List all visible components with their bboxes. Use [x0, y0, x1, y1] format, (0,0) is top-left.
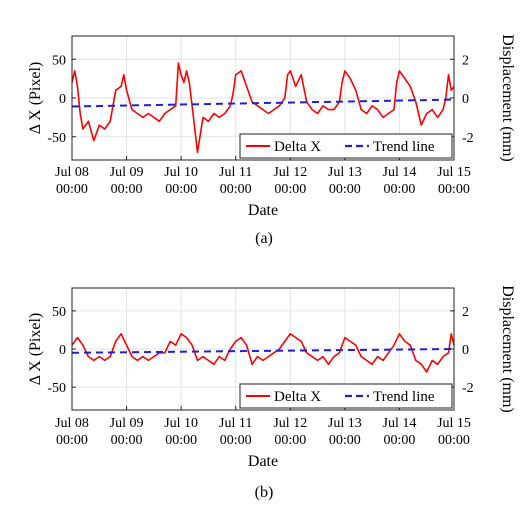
x-tick-label-line: Jul 14	[383, 416, 417, 431]
x-tick-label-line: 00:00	[220, 182, 252, 197]
x-tick-label: Jul 09 00:00	[110, 165, 144, 197]
legend-box	[239, 383, 453, 409]
x-axis-label: Date	[248, 453, 278, 470]
y-axis-label-right: Displacement (mm)	[499, 34, 516, 162]
x-tick-label: Jul 12 00:00	[273, 165, 307, 197]
y-tick-label-left: -50	[47, 131, 66, 146]
x-tick-label-line: Jul 12	[273, 165, 307, 180]
x-tick-label-line: Jul 08	[55, 165, 89, 180]
delta-x-series	[71, 62, 455, 154]
y-tick-label-left: 0	[59, 92, 66, 107]
x-tick-label: Jul 10 00:00	[164, 165, 198, 197]
x-tick-label-line: Jul 10	[164, 416, 198, 431]
x-tick-label-line: 00:00	[56, 433, 88, 448]
y-tick-label-right: 0	[462, 343, 469, 358]
x-tick-label-line: Jul 14	[383, 165, 417, 180]
y-axis-label-left: Δ X (Pixel)	[27, 62, 44, 135]
y-tick-label-left: -50	[47, 381, 66, 396]
legend: Delta X Trend line	[239, 383, 453, 409]
y-tick-label-right: 0	[462, 92, 469, 107]
x-axis-label: Date	[248, 202, 278, 219]
legend: Delta X Trend line	[239, 133, 453, 159]
x-tick-label: Jul 08 00:00	[55, 416, 89, 448]
x-tick-label-line: Jul 08	[55, 416, 89, 431]
x-tick-label: Jul 11 00:00	[219, 416, 252, 448]
x-tick-label-line: 00:00	[111, 182, 143, 197]
x-tick-label: Jul 15 00:00	[437, 416, 471, 448]
x-tick-label-line: 00:00	[56, 182, 88, 197]
chart-panel-b: -50 0 50 -2 0 2 Jul 08 00:00 Jul 09 00:00 Jul 10 00…	[27, 285, 516, 501]
x-tick-label: Jul 10 00:00	[164, 416, 198, 448]
x-tick-label-line: 00:00	[438, 433, 470, 448]
y-tick-label-right: -2	[462, 381, 474, 396]
x-tick-label-line: Jul 12	[273, 416, 307, 431]
y-tick-label-left: 50	[52, 53, 66, 68]
x-tick-label-line: Jul 09	[110, 416, 144, 431]
panel-caption: (a)	[255, 230, 273, 247]
x-tick-label-line: Jul 15	[437, 165, 471, 180]
x-tick-label-line: Jul 09	[110, 165, 144, 180]
delta-x-series	[71, 332, 455, 373]
y-tick-label-right: -2	[462, 131, 474, 146]
x-tick-label: Jul 13 00:00	[328, 416, 362, 448]
x-tick-label-line: 00:00	[329, 433, 361, 448]
x-tick-label: Jul 13 00:00	[328, 165, 362, 197]
y-tick-label-right: 2	[462, 305, 469, 320]
x-tick-label-line: 00:00	[274, 182, 306, 197]
x-tick-label-line: 00:00	[438, 182, 470, 197]
x-tick-label: Jul 12 00:00	[273, 416, 307, 448]
x-tick-label-line: 00:00	[220, 433, 252, 448]
legend-label-delta-x: Delta X	[274, 389, 321, 405]
legend-label-delta-x: Delta X	[274, 139, 321, 155]
x-tick-label-line: Jul 10	[164, 165, 198, 180]
x-tick-label-line: Jul 13	[328, 165, 362, 180]
x-tick-label-line: 00:00	[383, 433, 415, 448]
x-tick-label: Jul 15 00:00	[437, 165, 471, 197]
legend-label-trend-line: Trend line	[373, 389, 435, 405]
x-tick-label-line: Jul 13	[328, 416, 362, 431]
panel-caption: (b)	[255, 484, 274, 501]
x-tick-label: Jul 14 00:00	[383, 416, 417, 448]
x-tick-label: Jul 14 00:00	[383, 165, 417, 197]
y-tick-label-right: 2	[462, 53, 469, 68]
x-tick-label-line: 00:00	[329, 182, 361, 197]
x-tick-label-line: Jul 11	[219, 165, 252, 180]
x-tick-label-line: 00:00	[111, 433, 143, 448]
y-axis-label-right: Displacement (mm)	[499, 285, 516, 413]
x-tick-label: Jul 11 00:00	[219, 165, 252, 197]
x-tick-label-line: 00:00	[274, 433, 306, 448]
x-tick-label-line: 00:00	[165, 433, 197, 448]
trend-line-series	[71, 348, 455, 354]
x-tick-label: Jul 09 00:00	[110, 416, 144, 448]
x-tick-label-line: 00:00	[383, 182, 415, 197]
legend-label-trend-line: Trend line	[373, 139, 435, 155]
x-tick-label-line: Jul 15	[437, 416, 471, 431]
x-tick-label-line: 00:00	[165, 182, 197, 197]
x-tick-label-line: Jul 11	[219, 416, 252, 431]
trend-line-series	[71, 98, 455, 108]
y-axis-label-left: Δ X (Pixel)	[27, 313, 44, 386]
y-tick-label-left: 0	[59, 343, 66, 358]
chart-panel-a: -50 0 50 -2 0 2 Jul 08 00:00 Jul 09 00:00 Jul 10 00…	[27, 34, 516, 247]
x-tick-label: Jul 08 00:00	[55, 165, 89, 197]
y-tick-label-left: 50	[52, 305, 66, 320]
